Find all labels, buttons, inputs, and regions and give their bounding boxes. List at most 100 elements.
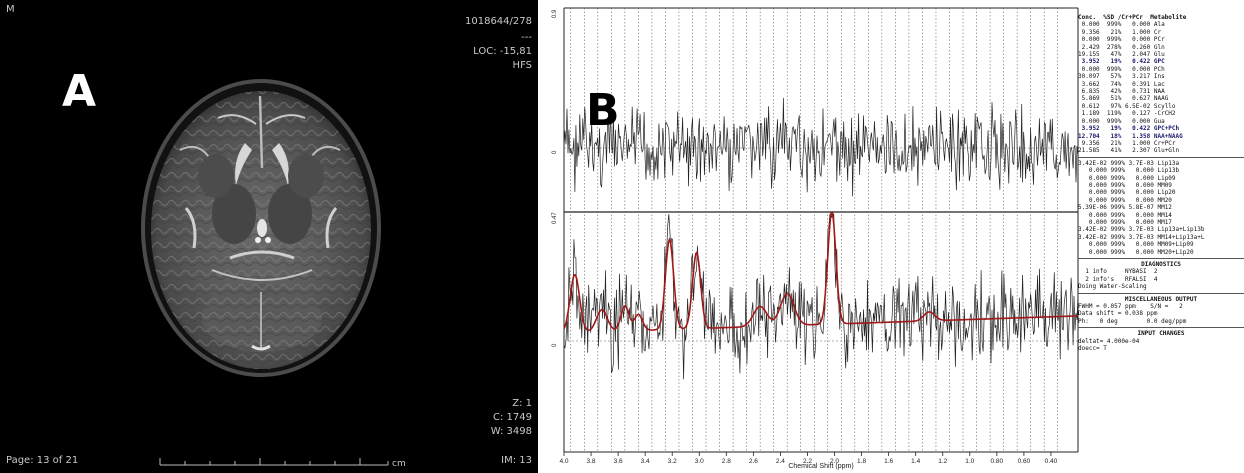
x-tick-label: 3.4 xyxy=(641,458,650,465)
panel-label-a: A xyxy=(62,66,97,117)
x-tick-label: 2.0 xyxy=(830,458,839,465)
bottom-y-tick-zero: 0 xyxy=(552,343,558,347)
metabolite-row: 0.000 999% 0.000 Ala xyxy=(1078,21,1165,29)
metabolite-row: 6.835 42% 0.731 NAA xyxy=(1078,88,1165,96)
image-number: IM: 13 xyxy=(501,455,532,466)
input-changes-rows: deltat= 4.000e-04 doecc= T xyxy=(1078,338,1244,353)
lipid-row: 0.000 999% 0.000 MM20+Lip20 xyxy=(1078,248,1194,256)
metabolite-row: 3.662 74% 0.391 Lac xyxy=(1078,80,1165,88)
metabolite-row: 3.952 19% 0.422 GPC xyxy=(1078,58,1165,66)
mri-image xyxy=(141,79,389,466)
x-tick-label: 2.2 xyxy=(803,458,812,465)
input-changes-row: deltat= 4.000e-04 xyxy=(1078,337,1140,345)
study-id: 1018644/278 xyxy=(465,16,532,27)
misc-row: FWHM = 0.057 ppm S/N = 2 xyxy=(1078,303,1183,311)
metabolite-row: 9.356 21% 1.000 Cr+PCr xyxy=(1078,139,1176,147)
metabolite-row: 9.356 21% 1.000 Cr xyxy=(1078,28,1162,36)
page-indicator: Page: 13 of 21 xyxy=(6,455,79,466)
top-y-tick-zero: 0 xyxy=(552,150,558,154)
input-changes-title: INPUT CHANGES xyxy=(1137,330,1185,338)
x-tick-label: 3.0 xyxy=(695,458,704,465)
diagnostics-title: DIAGNOSTICS xyxy=(1141,261,1181,268)
window-center: C: 1749 xyxy=(493,412,532,423)
lipid-row: 3.42E-02 999% 3.7E-03 Lip13a xyxy=(1078,159,1180,167)
fit-curve xyxy=(563,210,1078,331)
diagnostics-row: 1 info NYBASI 2 xyxy=(1078,268,1158,276)
lipid-row: 0.000 999% 0.000 MM09+Lip09 xyxy=(1078,241,1194,249)
metabolite-row: 2.429 278% 0.260 Gln xyxy=(1078,43,1165,51)
z-readout: Z: 1 xyxy=(512,398,532,409)
lipid-row: 0.000 999% 0.000 Lip13b xyxy=(1078,167,1180,175)
x-tick-label: 2.4 xyxy=(776,458,785,465)
lipid-row: 3.42E-02 999% 3.7E-03 Lip13a+Lip13b xyxy=(1078,226,1205,234)
spectrum-panel: 4.0 3.8 3.6 3.4 3.2 3.0 2.8 2.6 2.4 2.2 2.0 1.8 1.6 1… xyxy=(546,0,1244,473)
mri-panel: A M 1018644/278 --- LOC: -15,81 HFS Z: 1… xyxy=(0,0,538,473)
metabolite-rows: 0.000 999% 0.000 Ala 9.356 21% 1.000 Cr … xyxy=(1078,21,1244,154)
table-divider xyxy=(1078,156,1244,158)
x-tick-label: 1.6 xyxy=(884,458,893,465)
misc-title: MISCELLANEOUS OUTPUT xyxy=(1124,295,1198,303)
x-tick-label: 0.40 xyxy=(1045,458,1058,465)
x-tick-label: 0.80 xyxy=(991,458,1004,465)
location-readout: LOC: -15,81 xyxy=(473,46,532,57)
study-dots: --- xyxy=(521,32,532,43)
spectrum-plot: 4.0 3.8 3.6 3.4 3.2 3.0 2.8 2.6 2.4 2.2 2.0 1.8 1.6 1… xyxy=(552,7,1079,470)
metabolite-row: 5.869 51% 0.627 NAAG xyxy=(1078,95,1169,103)
bottom-y-tick-max: 0.47 xyxy=(552,212,558,224)
metabolite-row: 3.952 19% 0.422 GPC+PCh xyxy=(1078,125,1180,133)
x-tick-label: 3.6 xyxy=(614,458,623,465)
x-tick-label: 0.60 xyxy=(1018,458,1031,465)
x-tick-label: 3.8 xyxy=(587,458,596,465)
lipid-row: 0.000 999% 0.000 MM14 xyxy=(1078,211,1172,219)
table-divider xyxy=(1078,327,1244,329)
x-axis-title: Chemical Shift (ppm) xyxy=(788,463,853,470)
table-divider xyxy=(1078,292,1244,294)
lipid-row: 0.000 999% 0.000 Lip20 xyxy=(1078,189,1176,197)
residual-trace xyxy=(563,97,1079,197)
orientation-hfs: HFS xyxy=(512,60,532,71)
ruler-unit: cm xyxy=(392,459,406,469)
x-tick-label: 2.8 xyxy=(722,458,731,465)
lipid-row: 0.000 999% 0.000 MM20 xyxy=(1078,196,1172,204)
misc-row: Data shift = 0.038 ppm xyxy=(1078,310,1158,318)
metabolite-row: 19.155 47% 2.047 Glu xyxy=(1078,51,1165,59)
ruler-scale xyxy=(159,458,389,466)
x-tick-label: 4.0 xyxy=(559,458,568,465)
x-tick-label: 3.2 xyxy=(668,458,677,465)
input-changes-row: doecc= T xyxy=(1078,345,1107,353)
table-header: Conc. %SD /Cr+PCr Metabolite xyxy=(1078,14,1187,21)
lipid-row: 0.000 999% 0.000 MM09 xyxy=(1078,181,1172,189)
lipid-row: 5.39E-06 999% 5.8E-07 MM12 xyxy=(1078,204,1172,212)
lipid-row: 0.000 999% 0.000 Lip09 xyxy=(1078,174,1176,182)
metabolite-row: 30.097 57% 3.217 Ins xyxy=(1078,73,1165,81)
metabolite-row: 0.000 999% 0.000 Gua xyxy=(1078,117,1165,125)
vertical-gridlines xyxy=(570,8,1058,452)
spectrum-trace xyxy=(563,213,1079,380)
top-y-tick-max: 0.9 xyxy=(552,9,558,18)
metabolite-row: 1.189 119% 0.127 -CrCH2 xyxy=(1078,110,1176,118)
metabolite-row: 0.612 97% 6.5E-02 Scyllo xyxy=(1078,102,1176,110)
lipid-rows: 3.42E-02 999% 3.7E-03 Lip13a 0.000 999% … xyxy=(1078,160,1244,256)
panel-label-b: B xyxy=(586,85,620,136)
misc-row: Ph: 0 deg 0.0 deg/ppm xyxy=(1078,317,1187,325)
metabolite-table: Conc. %SD /Cr+PCr Metabolite 0.000 999% … xyxy=(1078,14,1244,352)
metabolite-row: 0.000 999% 0.000 PCr xyxy=(1078,36,1165,44)
metabolite-row: 21.585 41% 2.307 Glu+Gln xyxy=(1078,147,1180,155)
lipid-row: 3.42E-02 999% 3.7E-03 MM14+Lip13a+L xyxy=(1078,233,1205,241)
table-divider xyxy=(1078,258,1244,259)
orientation-label: M xyxy=(6,4,15,15)
x-tick-label: 1.2 xyxy=(938,458,947,465)
metabolite-row: 12.704 18% 1.358 NAA+NAAG xyxy=(1078,132,1183,140)
x-axis-ticks: 4.0 3.8 3.6 3.4 3.2 3.0 2.8 2.6 2.4 2.2 2.0 1.8 1.6 1… xyxy=(559,452,1058,465)
window-width: W: 3498 xyxy=(490,426,532,437)
x-tick-label: 2.6 xyxy=(749,458,758,465)
x-tick-label: 1.8 xyxy=(857,458,866,465)
x-tick-label: 1.0 xyxy=(965,458,974,465)
lipid-row: 0.000 999% 0.000 MM17 xyxy=(1078,218,1172,226)
x-tick-label: 1.4 xyxy=(911,458,920,465)
diagnostics-row: Doing Water-Scaling xyxy=(1078,283,1147,291)
metabolite-row: 0.000 999% 0.000 PCh xyxy=(1078,65,1165,73)
diagnostics-rows: 1 info NYBASI 2 2 info's RFALSI 4 Doing W… xyxy=(1078,268,1244,290)
misc-rows: FWHM = 0.057 ppm S/N = 2 Data shift = 0.0… xyxy=(1078,303,1244,325)
diagnostics-row: 2 info's RFALSI 4 xyxy=(1078,275,1158,283)
